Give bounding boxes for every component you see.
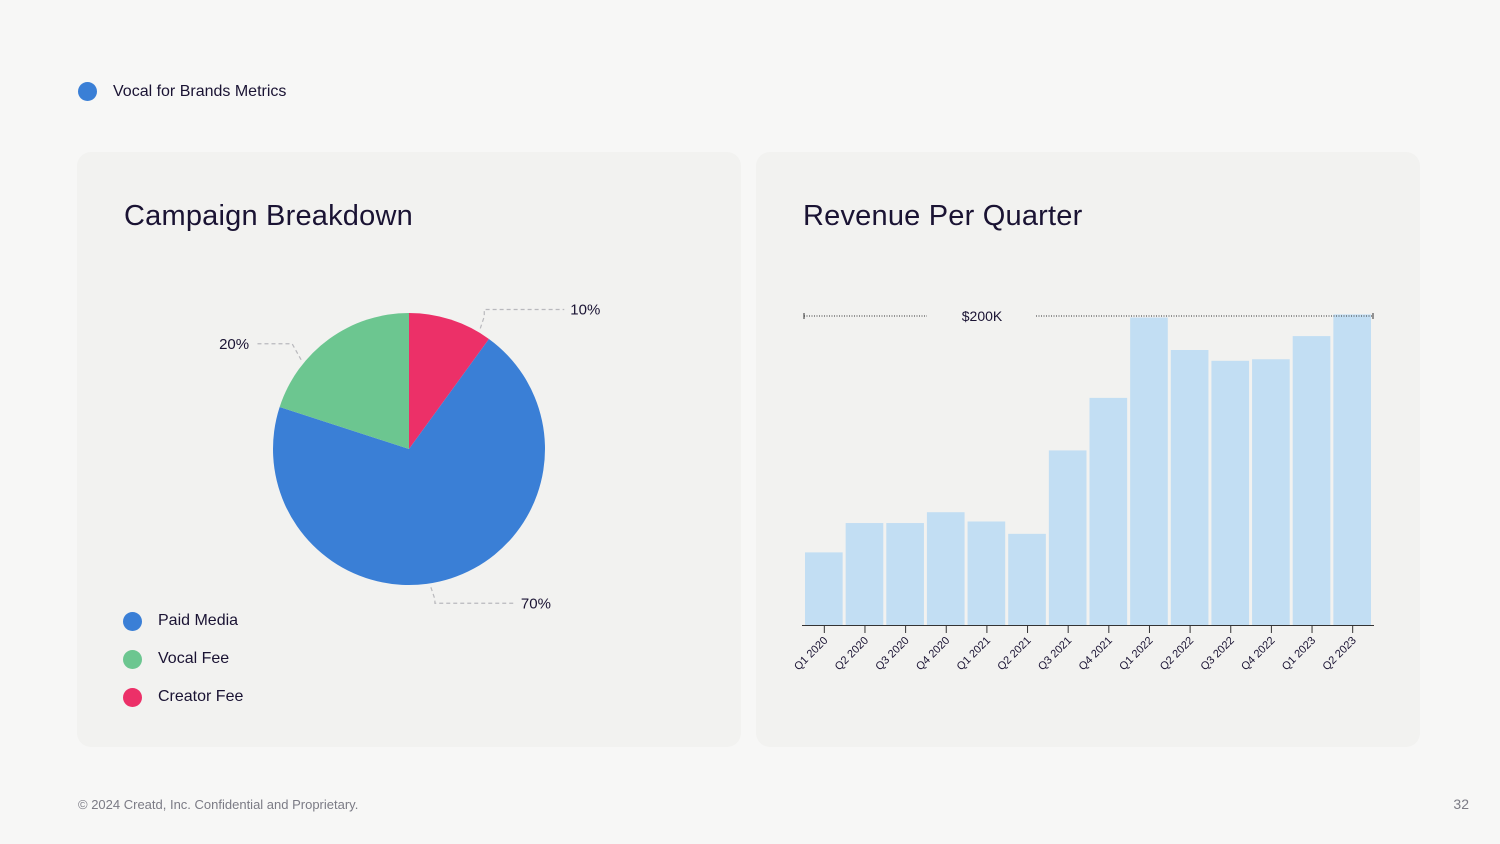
footer-copyright: © 2024 Creatd, Inc. Confidential and Pro…	[78, 797, 359, 812]
bar-q3-2022	[1211, 360, 1250, 625]
x-tick-label: Q2 2021	[995, 635, 1033, 673]
pie-chart-title: Campaign Breakdown	[124, 200, 413, 232]
pie-chart: 10% 70% 20%	[219, 301, 600, 612]
pie-data-label: 10%	[570, 301, 600, 318]
x-tick-label: Q4 2021	[1077, 635, 1115, 673]
legend-dot-paid-media	[123, 611, 142, 631]
legend-label: Creator Fee	[158, 688, 244, 705]
pie-slice-creator-fee	[409, 313, 489, 449]
legend-item-creator-fee: Creator Fee	[123, 678, 243, 716]
bar-chart: $200K Q1 2020 Q2 2020 Q3 2020 Q4 2020 Q1 2021…	[792, 308, 1374, 673]
x-tick-label: Q2 2022	[1158, 635, 1196, 673]
pie-slice-vocal-fee	[279, 313, 409, 449]
revenue-per-quarter-card: Revenue Per Quarter $200K Q1 2020 Q2 2020 Q…	[756, 152, 1420, 747]
legend-item-vocal-fee: Vocal Fee	[123, 640, 243, 678]
x-tick-label: Q3 2021	[1036, 635, 1074, 673]
x-tick-label: Q4 2020	[914, 635, 952, 673]
reference-line-label: $200K	[962, 308, 1003, 324]
x-tick-label: Q1 2020	[792, 635, 830, 673]
bar-q2-2022	[1170, 349, 1209, 625]
pie-data-label: 20%	[219, 336, 249, 353]
bar-q2-2021	[1008, 533, 1046, 625]
header-dot	[78, 82, 97, 101]
x-tick-label: Q1 2021	[955, 635, 993, 673]
bar-q4-2021	[1089, 397, 1128, 625]
pie-leader-line	[430, 587, 515, 604]
header-title: Vocal for Brands Metrics	[113, 83, 287, 100]
x-tick-label: Q3 2022	[1199, 635, 1237, 673]
x-tick-label: Q1 2022	[1117, 635, 1155, 673]
bar-q1-2023	[1292, 336, 1331, 625]
bar-q3-2021	[1048, 450, 1087, 625]
x-tick-label: Q3 2020	[873, 635, 911, 673]
bar-chart-title: Revenue Per Quarter	[803, 200, 1083, 232]
pie-legend: Paid Media Vocal Fee Creator Fee	[123, 602, 243, 716]
x-tick-label: Q2 2020	[833, 635, 871, 673]
x-tick-label: Q4 2022	[1239, 635, 1277, 673]
pie-slice-paid-media	[273, 338, 545, 585]
x-tick-label: Q1 2023	[1280, 635, 1318, 673]
bar-q4-2020	[926, 512, 965, 625]
bar-q4-2022	[1252, 359, 1290, 625]
bar-q1-2022	[1130, 317, 1168, 625]
bar-q2-2023	[1333, 314, 1371, 625]
pie-data-label: 70%	[521, 595, 551, 612]
bar-q2-2020	[845, 523, 884, 625]
pie-leader-line	[479, 308, 565, 329]
legend-label: Vocal Fee	[158, 650, 230, 667]
legend-dot-vocal-fee	[123, 649, 142, 669]
pie-leader-line	[256, 343, 302, 361]
page-number: 32	[1453, 796, 1469, 812]
bar-q3-2020	[886, 523, 924, 625]
legend-item-paid-media: Paid Media	[123, 602, 243, 640]
legend-label: Paid Media	[158, 612, 239, 629]
campaign-breakdown-card: Campaign Breakdown 10% 70% 20% Paid Media …	[77, 152, 741, 747]
bar-q1-2020	[805, 552, 843, 625]
bar-q1-2021	[967, 521, 1006, 625]
legend-dot-creator-fee	[123, 687, 142, 707]
x-tick-label: Q2 2023	[1320, 635, 1358, 673]
